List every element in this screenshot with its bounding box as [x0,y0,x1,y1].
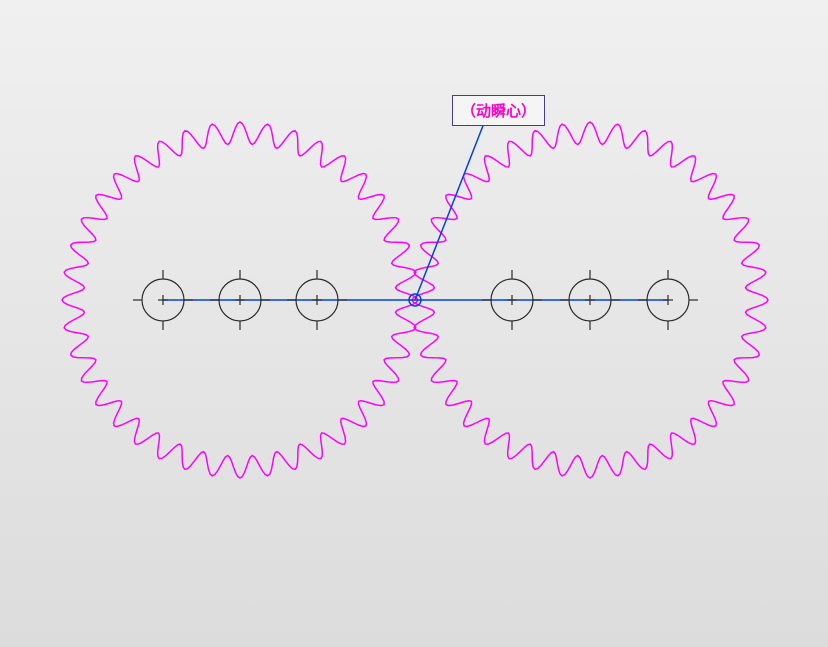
crosshair-marker [638,270,698,330]
crosshair-marker [482,270,542,330]
annotation-text: （动瞬心） [461,103,536,120]
annotation-label: （动瞬心） [452,95,545,126]
crosshair-marker [287,270,347,330]
crosshair-marker [133,270,193,330]
crosshair-marker [560,270,620,330]
leader-line [415,118,486,300]
crosshair-marker [210,270,270,330]
diagram-svg [0,0,828,647]
